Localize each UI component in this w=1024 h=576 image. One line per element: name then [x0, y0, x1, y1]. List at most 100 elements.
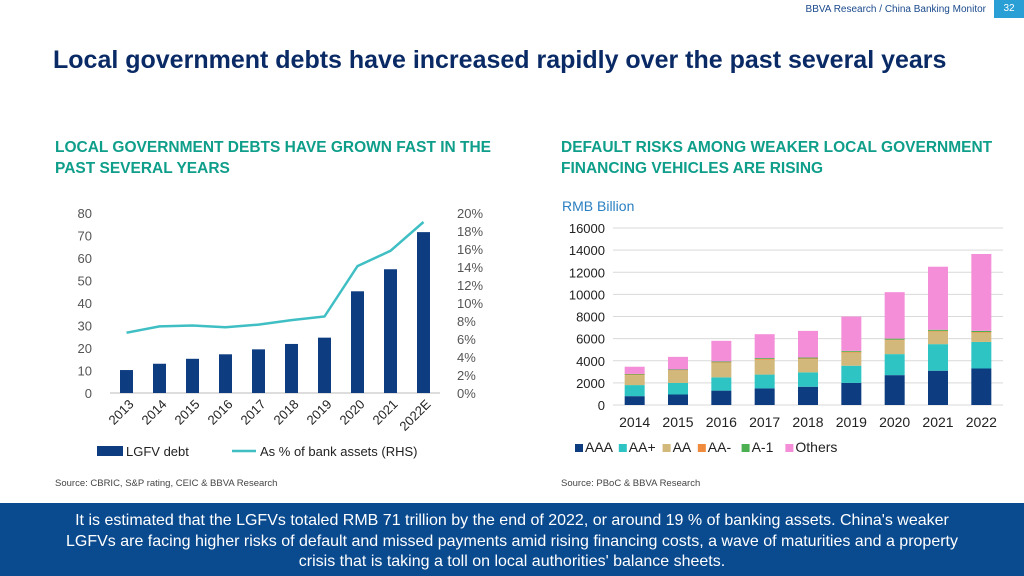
- stacked-bar-segment-aa-: [798, 358, 818, 360]
- y-tick-label: 20: [78, 341, 92, 356]
- bar: [153, 363, 166, 393]
- bar: [252, 349, 265, 393]
- stacked-bar-segment-aaa: [668, 394, 688, 405]
- stacked-bar-segment-aa-: [711, 362, 732, 363]
- right-chart-source: Source: PBoC & BBVA Research: [561, 478, 701, 489]
- legend-swatch: [97, 446, 123, 456]
- stacked-bar-segment-others: [798, 330, 818, 358]
- legend-swatch: [741, 444, 750, 452]
- x-tick-label: 2016: [706, 414, 737, 430]
- x-tick-label: 2020: [879, 414, 910, 430]
- y-tick-label: 8000: [576, 310, 605, 325]
- y-tick-label: 40: [78, 296, 92, 311]
- legend-label: AA: [673, 439, 692, 455]
- x-tick-label: 2014: [139, 397, 170, 428]
- stacked-bar-segment-aa-: [668, 370, 688, 371]
- y-tick-label: 10: [78, 364, 92, 379]
- stacked-bar-segment-aaa: [754, 388, 775, 405]
- stacked-bar-segment-aa-: [624, 374, 645, 376]
- stacked-bar-segment-aaa: [841, 382, 862, 405]
- stacked-bar-segment-others: [971, 253, 992, 331]
- x-tick-label: 2021: [922, 414, 953, 430]
- legend-swatch: [697, 444, 706, 452]
- stacked-bar-segment-a-1: [624, 373, 645, 375]
- legend-swatch: [662, 444, 671, 452]
- stacked-bar-segment-others: [841, 316, 862, 351]
- legend-swatch: [618, 444, 627, 452]
- stacked-bar-segment-aa-: [971, 331, 992, 333]
- y2-tick-label: 10%: [457, 296, 483, 311]
- stacked-bar-segment-aa: [624, 375, 645, 386]
- stacked-bar-segment-a-1: [711, 361, 732, 363]
- bar: [318, 337, 331, 393]
- y-tick-label: 6000: [576, 332, 605, 347]
- y-tick-label: 2000: [576, 376, 605, 391]
- stacked-bar-segment-aa-: [884, 339, 905, 341]
- x-tick-label: 2020: [337, 397, 368, 428]
- stacked-bar-segment-aa-: [711, 377, 732, 391]
- bar: [219, 354, 232, 393]
- bar: [384, 269, 397, 393]
- stacked-bar-segment-aaa: [884, 375, 905, 405]
- bar: [186, 358, 199, 393]
- lgfv-debt-chart: 0 10 20 30 40 50 60 70 80 0% 2% 4% 6% 8% 10% 12% 14% 16% 1…: [78, 206, 484, 459]
- stacked-bar-segment-aa: [928, 331, 948, 345]
- y-tick-label: 70: [78, 229, 92, 244]
- x-tick-label: 2015: [172, 397, 203, 428]
- stacked-bar-segment-aa: [841, 352, 862, 366]
- header-source-line: BBVA Research / China Banking Monitor: [805, 4, 986, 15]
- legend-swatch: [785, 444, 794, 452]
- stacked-bar-segment-aa-: [754, 358, 775, 360]
- default-risk-chart: RMB Billion 0 2000 4000 6000 8000 10000 12000 14…: [562, 198, 1003, 455]
- stacked-bar-segment-aa-: [928, 330, 948, 332]
- y2-tick-label: 8%: [457, 314, 476, 329]
- x-tick-label: 2018: [792, 414, 823, 430]
- bar: [417, 232, 430, 393]
- page-title: Local government debts have increased ra…: [53, 46, 947, 74]
- stacked-bar-segment-others: [884, 292, 905, 339]
- stacked-bar-segment-a-1: [841, 350, 862, 352]
- y2-tick-label: 14%: [457, 260, 483, 275]
- bar: [120, 370, 133, 393]
- stacked-bar-segment-a-1: [668, 369, 688, 371]
- y-tick-label: 60: [78, 251, 92, 266]
- x-tick-label: 2014: [619, 414, 650, 430]
- y2-tick-label: 18%: [457, 224, 483, 239]
- x-tick-label: 2017: [238, 397, 269, 428]
- y2-tick-label: 12%: [457, 278, 483, 293]
- stacked-bar-segment-others: [668, 356, 688, 370]
- stacked-bar-segment-aaa: [798, 386, 818, 405]
- stacked-bar-segment-others: [711, 340, 732, 362]
- bar: [285, 343, 298, 393]
- x-tick-label: 2017: [749, 414, 780, 430]
- y-tick-label: 0: [85, 386, 92, 401]
- stacked-bar-segment-a-1: [754, 358, 775, 359]
- stacked-bar-segment-aaa: [711, 390, 732, 405]
- stacked-bar-segment-others: [754, 334, 775, 359]
- legend-swatch: [575, 444, 583, 452]
- bar: [351, 291, 364, 393]
- x-tick-label: 2018: [271, 397, 302, 428]
- legend-label: As % of bank assets (RHS): [260, 444, 418, 459]
- legend-label: LGFV debt: [126, 444, 189, 459]
- series-line: [126, 221, 425, 334]
- stacked-bar-segment-aaa: [624, 396, 645, 405]
- legend-label: AAA: [585, 439, 614, 455]
- y2-tick-label: 4%: [457, 350, 476, 365]
- stacked-bar-segment-others: [624, 366, 645, 374]
- x-tick-label: 2022E: [396, 396, 433, 433]
- stacked-bar-segment-aa-: [971, 341, 992, 369]
- y-tick-label: 80: [78, 206, 92, 221]
- stacked-bar-segment-others: [928, 266, 948, 330]
- y-tick-label: 30: [78, 319, 92, 334]
- left-chart-source: Source: CBRIC, S&P rating, CEIC & BBVA R…: [55, 478, 278, 489]
- stacked-bar-segment-aa: [971, 332, 992, 342]
- x-tick-label: 2016: [205, 397, 236, 428]
- y-axis-unit-label: RMB Billion: [562, 198, 634, 214]
- stacked-bar-segment-aa-: [884, 354, 905, 376]
- stacked-bar-segment-aa: [884, 340, 905, 355]
- page-number-badge: 32: [994, 0, 1024, 18]
- stacked-bar-segment-aaa: [971, 368, 992, 405]
- x-tick-label: 2015: [662, 414, 693, 430]
- stacked-bar-segment-aa-: [668, 382, 688, 395]
